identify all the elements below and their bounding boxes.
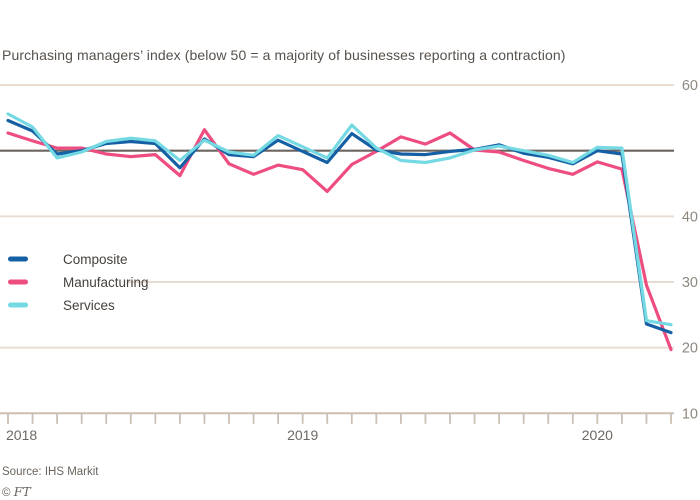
source-note: Source: IHS Markit: [2, 466, 99, 478]
y-tick-label-30: 30: [682, 275, 698, 291]
y-tick-label-20: 20: [682, 341, 698, 357]
x-year-label-2020: 2020: [582, 427, 613, 443]
x-year-label-2018: 2018: [6, 427, 37, 443]
y-tick-label-10: 10: [682, 406, 698, 422]
x-year-label-2019: 2019: [287, 427, 318, 443]
legend-swatch-composite: [8, 256, 28, 262]
ft-copyright: © FT: [2, 484, 31, 499]
series-line-services: [6, 112, 673, 327]
ft-brand: FT: [13, 484, 31, 499]
legend-swatch-manufacturing: [8, 279, 28, 285]
series-line-manufacturing: [6, 128, 673, 352]
legend-label-composite: Composite: [63, 252, 128, 267]
legend-swatch-services: [8, 302, 28, 308]
y-tick-label-60: 60: [682, 78, 698, 94]
copyright-symbol: ©: [2, 487, 11, 499]
legend-label-services: Services: [63, 298, 115, 313]
y-tick-label-40: 40: [682, 209, 698, 225]
legend-label-manufacturing: Manufacturing: [63, 275, 149, 290]
chart-title: Purchasing managers’ index (below 50 = a…: [2, 47, 566, 63]
